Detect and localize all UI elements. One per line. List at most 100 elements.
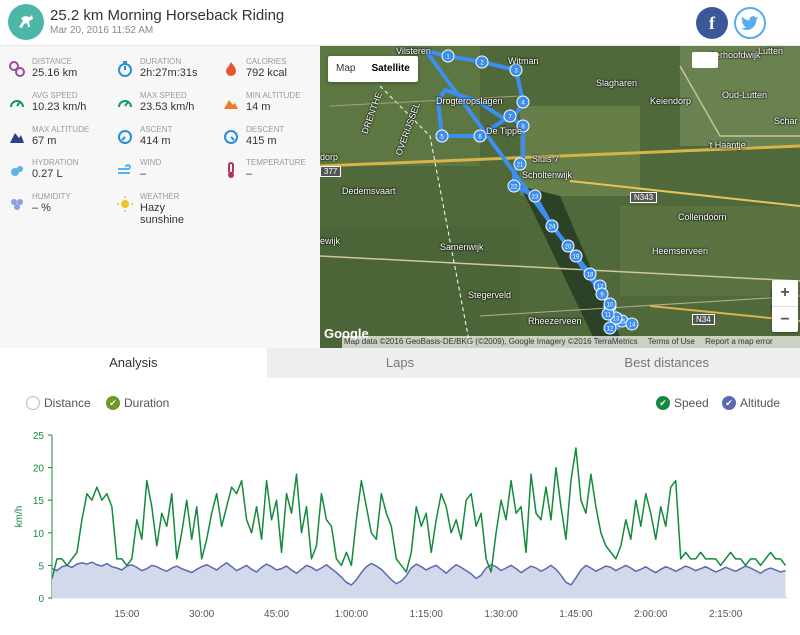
speedometer-icon <box>10 100 24 108</box>
facebook-share-button[interactable]: f <box>696 7 728 39</box>
x-tick-label: 45:00 <box>264 609 289 620</box>
map-place-label: Collendoorn <box>678 212 727 222</box>
route-marker[interactable] <box>507 179 521 193</box>
twitter-share-button[interactable] <box>734 7 766 39</box>
altitude-toggle[interactable]: ✔ Altitude <box>722 396 780 410</box>
stat-value: 2h:27m:31s <box>140 67 198 79</box>
terms-link[interactable]: Terms of Use <box>647 337 695 346</box>
stat-value: 67 m <box>32 135 57 147</box>
facebook-icon: f <box>709 12 715 33</box>
stat-label: DESCENT <box>246 125 285 134</box>
route-marker[interactable] <box>513 157 527 171</box>
route-marker[interactable] <box>625 317 639 331</box>
stat-value: 25.16 km <box>32 67 78 79</box>
stat-avg-speed: AVG SPEED 10.23 km/h <box>0 90 100 120</box>
route-marker[interactable] <box>603 321 617 335</box>
mountain-icon <box>10 133 24 143</box>
map-satellite-image: 123421222324201918171615141312111098765 <box>320 46 800 348</box>
speedometer-icon <box>118 100 132 108</box>
route-marker[interactable] <box>516 119 530 133</box>
route-marker[interactable] <box>435 129 449 143</box>
x-tick-label: 1:30:00 <box>484 609 518 620</box>
stat-value: – <box>140 168 147 180</box>
zoom-control: + − <box>772 280 798 332</box>
stat-ascent: ASCENT 414 m <box>108 124 208 154</box>
report-map-error-link[interactable]: Report a map error <box>705 337 773 346</box>
map-place-label: 377 <box>320 166 342 177</box>
route-marker-label: 10 <box>607 303 614 309</box>
route-marker-label: 5 <box>440 135 444 141</box>
route-marker-label: 18 <box>587 273 594 279</box>
route-marker[interactable] <box>516 95 530 109</box>
y-tick-label: 15 <box>33 496 45 507</box>
route-marker-label: 19 <box>573 255 580 261</box>
route-marker-label: 23 <box>532 195 539 201</box>
map-type-map-button[interactable]: Map <box>336 63 356 74</box>
route-marker[interactable] <box>509 63 523 77</box>
flame-icon <box>226 62 236 76</box>
y-tick-label: 10 <box>33 529 45 540</box>
distance-toggle[interactable]: Distance <box>26 396 91 410</box>
route-marker-label: 21 <box>517 163 524 169</box>
stat-label: HYDRATION <box>32 158 79 167</box>
map-place-label: Stegerveld <box>468 290 512 300</box>
map-place-label: Lutterhoofdwijk <box>700 50 761 60</box>
route-marker[interactable] <box>603 297 617 311</box>
route-marker[interactable] <box>441 49 455 63</box>
x-tick-label: 2:15:00 <box>709 609 743 620</box>
route-marker-label: 17 <box>597 285 604 291</box>
wind-icon <box>118 164 131 174</box>
stat-value: 415 m <box>246 135 277 147</box>
altitude-label: Altitude <box>740 396 781 410</box>
stat-label: MIN ALTITUDE <box>246 91 301 100</box>
stat-label: AVG SPEED <box>32 91 78 100</box>
route-marker[interactable] <box>569 249 583 263</box>
speed-series-line <box>51 447 787 579</box>
stat-min-altitude: MIN ALTITUDE 14 m <box>214 90 314 120</box>
speed-toggle[interactable]: ✔ Speed <box>656 396 709 410</box>
tab-best-distances[interactable]: Best distances <box>624 355 709 370</box>
route-marker[interactable] <box>503 109 517 123</box>
route-map[interactable]: 123421222324201918171615141312111098765 … <box>320 46 800 348</box>
route-marker-label: 14 <box>629 323 636 329</box>
route-marker[interactable] <box>583 267 597 281</box>
map-type-satellite-button[interactable]: Satellite <box>371 63 410 74</box>
route-marker[interactable] <box>473 129 487 143</box>
stat-label: ASCENT <box>140 125 173 134</box>
stat-temperature: TEMPERATURE – <box>214 157 314 187</box>
stat-label: WEATHER <box>140 192 180 201</box>
tab-analysis[interactable]: Analysis <box>0 348 267 378</box>
map-place-label: Rheezerveen <box>528 316 582 326</box>
route-marker-label: 7 <box>508 115 512 121</box>
route-marker[interactable] <box>561 239 575 253</box>
duration-toggle[interactable]: ✔ Duration <box>106 396 169 410</box>
map-attribution: Map data ©2016 GeoBasis-DE/BKG (©2009), … <box>342 336 800 348</box>
route-marker[interactable] <box>528 189 542 203</box>
x-tick-label: 1:15:00 <box>410 609 444 620</box>
map-place-label: Witman <box>508 56 539 66</box>
analysis-chart: 0 5 10 15 20 25 km/h 15:00 30:00 45:00 1:00:00 1:15… <box>14 431 788 620</box>
route-marker[interactable] <box>595 287 609 301</box>
thermometer-icon <box>228 162 234 178</box>
route-marker-label: 24 <box>549 225 556 231</box>
stat-label: DISTANCE <box>32 57 72 66</box>
tab-laps[interactable]: Laps <box>385 355 415 370</box>
stat-label: MAX SPEED <box>140 91 187 100</box>
zoom-out-button[interactable]: − <box>772 306 798 332</box>
stat-calories: CALORIES 792 kcal <box>214 56 314 86</box>
x-tick-label: 15:00 <box>114 609 139 620</box>
ascent-icon <box>118 130 132 144</box>
distance-label: Distance <box>44 396 91 410</box>
route-marker[interactable] <box>475 55 489 69</box>
zoom-in-button[interactable]: + <box>780 284 790 301</box>
stat-max-speed: MAX SPEED 23.53 km/h <box>108 90 208 120</box>
route-marker-label: 15 <box>619 320 626 326</box>
route-marker[interactable] <box>545 219 559 233</box>
horse-riding-icon <box>8 4 44 40</box>
map-place-label: Schar <box>774 116 798 126</box>
route-marker-label: 13 <box>613 317 620 323</box>
route-marker-label: 11 <box>605 313 612 319</box>
duration-check-icon: ✔ <box>106 396 120 410</box>
map-place-label: Keiendorp <box>650 96 692 106</box>
fullscreen-button[interactable] <box>692 52 718 68</box>
